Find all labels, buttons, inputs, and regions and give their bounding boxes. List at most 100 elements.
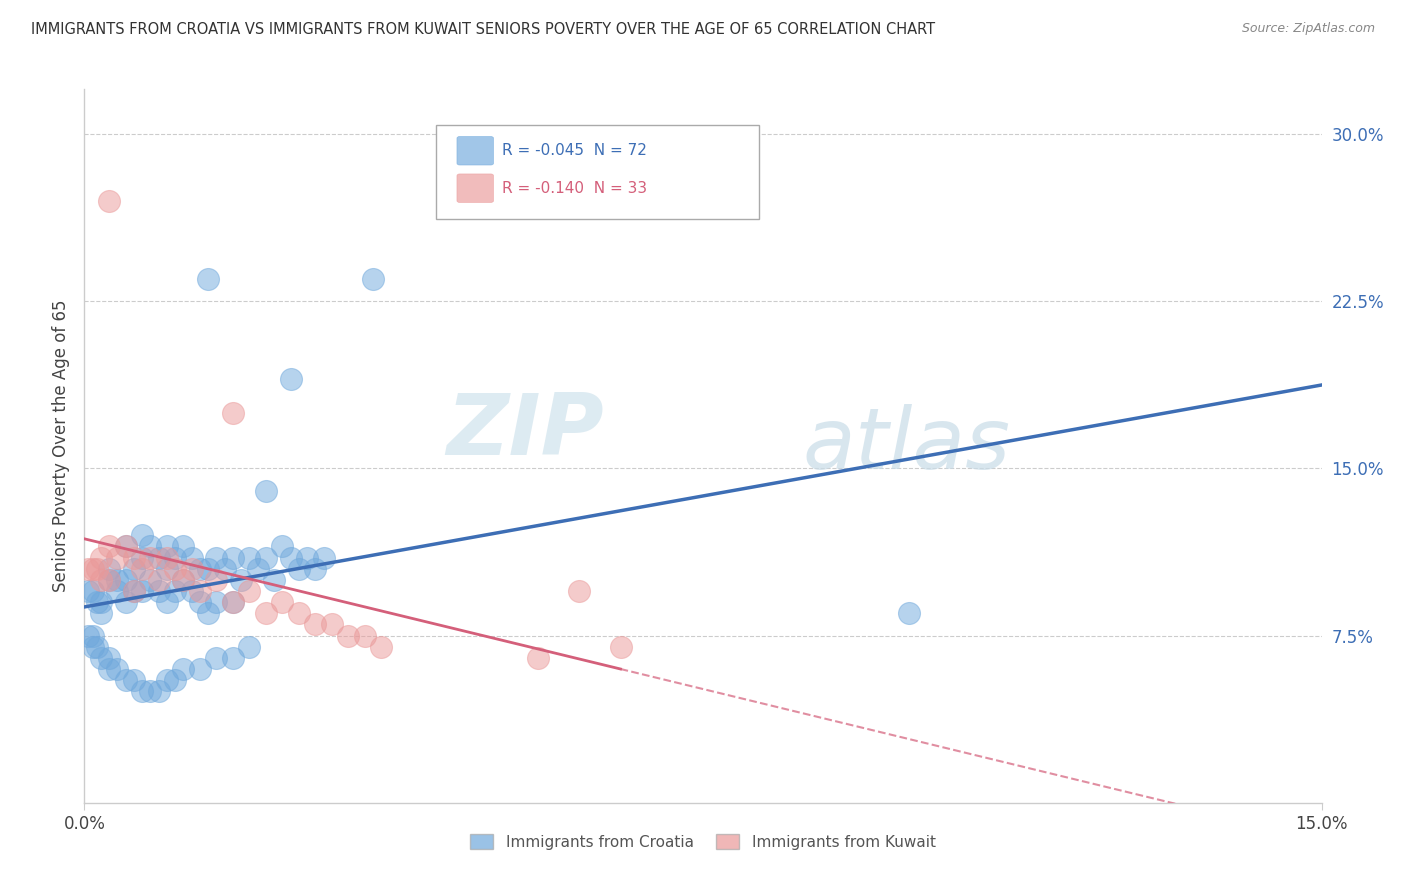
- Point: [188, 662, 211, 676]
- Point: [139, 550, 162, 565]
- Point: [165, 550, 187, 565]
- Point: [263, 573, 285, 587]
- Point: [180, 562, 202, 576]
- Text: IMMIGRANTS FROM CROATIA VS IMMIGRANTS FROM KUWAIT SENIORS POVERTY OVER THE AGE O: IMMIGRANTS FROM CROATIA VS IMMIGRANTS FR…: [31, 22, 935, 37]
- Point: [105, 573, 128, 587]
- Point: [98, 539, 121, 553]
- Point: [271, 595, 294, 609]
- Point: [188, 595, 211, 609]
- Point: [165, 562, 187, 576]
- Point: [246, 562, 269, 576]
- Point: [205, 550, 228, 565]
- Point: [139, 684, 162, 698]
- Point: [139, 539, 162, 553]
- Point: [288, 562, 311, 576]
- Point: [131, 562, 153, 576]
- Point: [148, 573, 170, 587]
- Point: [156, 595, 179, 609]
- Point: [188, 583, 211, 598]
- Point: [370, 640, 392, 654]
- Point: [98, 651, 121, 665]
- Point: [98, 573, 121, 587]
- Point: [214, 562, 236, 576]
- Point: [205, 573, 228, 587]
- Point: [156, 550, 179, 565]
- Point: [122, 673, 145, 687]
- Point: [86, 595, 108, 609]
- Point: [148, 550, 170, 565]
- Point: [156, 673, 179, 687]
- Point: [90, 573, 112, 587]
- Text: R = -0.140  N = 33: R = -0.140 N = 33: [502, 181, 647, 195]
- Point: [77, 583, 100, 598]
- Point: [205, 595, 228, 609]
- Text: R = -0.045  N = 72: R = -0.045 N = 72: [502, 144, 647, 158]
- Point: [295, 550, 318, 565]
- Point: [105, 550, 128, 565]
- Point: [114, 539, 136, 553]
- Point: [222, 595, 245, 609]
- Point: [90, 651, 112, 665]
- Point: [86, 640, 108, 654]
- Point: [337, 628, 360, 642]
- Point: [304, 562, 326, 576]
- Point: [156, 539, 179, 553]
- Point: [139, 573, 162, 587]
- Text: ZIP: ZIP: [446, 390, 605, 474]
- Point: [180, 550, 202, 565]
- Point: [156, 562, 179, 576]
- Point: [312, 550, 335, 565]
- Point: [238, 550, 260, 565]
- Point: [131, 684, 153, 698]
- Point: [105, 662, 128, 676]
- Point: [98, 573, 121, 587]
- Point: [105, 583, 128, 598]
- Point: [271, 539, 294, 553]
- Point: [82, 562, 104, 576]
- Point: [197, 271, 219, 285]
- Text: atlas: atlas: [801, 404, 1010, 488]
- Point: [98, 194, 121, 208]
- Point: [254, 607, 277, 621]
- Point: [148, 684, 170, 698]
- Point: [254, 550, 277, 565]
- Point: [238, 640, 260, 654]
- Point: [609, 640, 631, 654]
- Point: [222, 405, 245, 419]
- Point: [188, 562, 211, 576]
- Point: [122, 550, 145, 565]
- Point: [172, 573, 194, 587]
- Point: [172, 662, 194, 676]
- Point: [82, 628, 104, 642]
- Point: [122, 562, 145, 576]
- Point: [222, 550, 245, 565]
- Point: [568, 583, 591, 598]
- Point: [361, 271, 384, 285]
- Point: [172, 573, 194, 587]
- Text: Source: ZipAtlas.com: Source: ZipAtlas.com: [1241, 22, 1375, 36]
- Point: [114, 673, 136, 687]
- Point: [82, 583, 104, 598]
- Point: [321, 617, 343, 632]
- Point: [238, 583, 260, 598]
- Point: [131, 528, 153, 542]
- Point: [197, 607, 219, 621]
- Point: [114, 595, 136, 609]
- Point: [180, 583, 202, 598]
- Point: [898, 607, 921, 621]
- Point: [82, 640, 104, 654]
- Point: [288, 607, 311, 621]
- Point: [229, 573, 252, 587]
- Point: [148, 583, 170, 598]
- Legend: Immigrants from Croatia, Immigrants from Kuwait: Immigrants from Croatia, Immigrants from…: [464, 828, 942, 855]
- Point: [165, 583, 187, 598]
- Point: [205, 651, 228, 665]
- Point: [98, 562, 121, 576]
- Point: [98, 662, 121, 676]
- Point: [304, 617, 326, 632]
- Point: [222, 595, 245, 609]
- Point: [90, 550, 112, 565]
- Point: [222, 651, 245, 665]
- Point: [77, 562, 100, 576]
- Point: [280, 372, 302, 386]
